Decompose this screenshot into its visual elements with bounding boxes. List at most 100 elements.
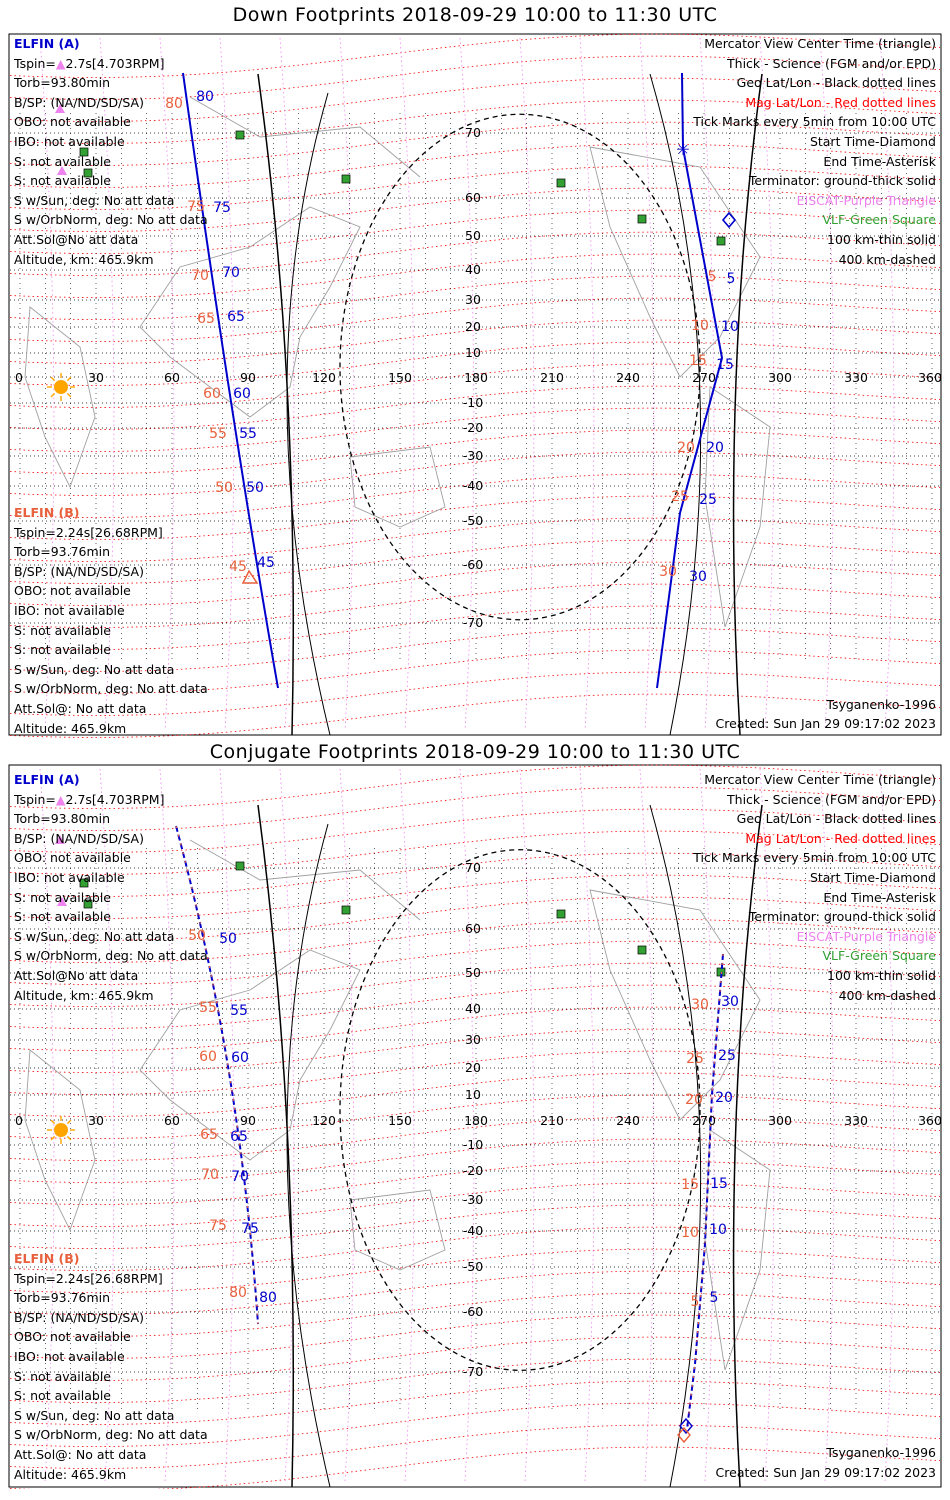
elfin-b-attsol: Att.Sol@: No att data: [14, 700, 147, 716]
legend-down: Mercator View Center Time (triangle) Thic…: [693, 34, 936, 269]
legend-item: Thick - Science (FGM and/or EPD): [727, 791, 936, 807]
elfin-b-bsp: B/SP: (NA/ND/SD/SA): [14, 563, 144, 579]
elfin-a-tick-label: 75: [213, 200, 231, 216]
elfin-b-tspin: Tspin=2.24s[26.68RPM]: [14, 1270, 163, 1286]
elfin-b-tick-label: 10: [691, 318, 709, 334]
legend-item: Start Time-Diamond: [809, 133, 936, 149]
elfin-b-altitude: Altitude: 465.9km: [14, 1466, 127, 1482]
elfin-a-info-down: ELFIN (A) Tspin=▲2.7s[4.703RPM] Torb=93.…: [14, 34, 208, 269]
coast-arctic: [189, 839, 421, 921]
mag-lon-line: [639, 37, 655, 731]
elfin-a-ibo: IBO: not available: [14, 133, 125, 149]
lon-tick-label: 90: [240, 370, 256, 385]
mag-lon-line: [399, 768, 415, 1483]
lon-tick-label: 0: [15, 1113, 23, 1128]
start-diamond-a: [679, 1417, 693, 1435]
legend-item: EISCAT-Purple Triangle: [796, 928, 936, 944]
lon-tick-label: 210: [540, 1113, 564, 1128]
elfin-b-tick-label: 75: [187, 199, 205, 215]
elfin-b-ibo: IBO: not available: [14, 1348, 125, 1364]
elfin-b-tick-label: 15: [681, 1177, 699, 1193]
elfin-a-sun: S w/Sun, deg: No att data: [14, 192, 175, 208]
legend-item: Thick - Science (FGM and/or EPD): [727, 55, 936, 71]
elfin-b-tick-label: 45: [229, 559, 247, 575]
elfin-b-tspin: Tspin=2.24s[26.68RPM]: [14, 524, 163, 540]
coast-s-america: [704, 386, 771, 628]
mag-lon-line: [339, 37, 355, 731]
legend-item: End Time-Asterisk: [823, 153, 936, 169]
elfin-a-tick-label: 5: [727, 271, 736, 287]
elfin-b-s2: S: not available: [14, 642, 111, 658]
elfin-b-tick-label: 50: [215, 480, 233, 496]
legend-item: Geo Lat/Lon - Black dotted lines: [736, 811, 936, 827]
elfin-a-track-left: [175, 825, 259, 1325]
elfin-a-attsol: Att.Sol@No att data: [14, 231, 139, 247]
lon-tick-label: 150: [388, 1113, 412, 1128]
end-asterisk: ✳: [676, 140, 689, 159]
elfin-a-tick-label: 30: [689, 569, 707, 585]
mag-lon-line: [699, 37, 715, 731]
elfin-a-tick-label: 20: [706, 440, 724, 456]
lat-tick-label: -70: [463, 615, 483, 630]
elfin-a-attsol: Att.Sol@No att data: [14, 967, 139, 983]
lat-tick-label: -10: [463, 1137, 483, 1152]
lat-tick-label: -40: [463, 478, 483, 493]
legend-item: Mag Lat/Lon - Red dotted lines: [745, 830, 936, 846]
elfin-a-tick-label: 75: [241, 1221, 259, 1237]
sun-ray: [66, 392, 72, 398]
sun-ray: [66, 376, 72, 382]
lat-tick-label: -60: [463, 557, 483, 572]
elfin-a-tick-label: 45: [257, 555, 275, 571]
coast-asia: [139, 949, 361, 1161]
mag-lon-line: [219, 37, 235, 731]
coast-n-america: [589, 146, 761, 378]
lat-tick-label: 10: [465, 345, 481, 360]
elfin-a-track-left: [182, 72, 279, 689]
lon-tick-label: 270: [692, 370, 716, 385]
lon-tick-label: 60: [164, 1113, 180, 1128]
axis-tick-labels: 0 30 60 90 120 150 180 210 240 270 300 330 360706050…: [15, 860, 942, 1379]
vlf-square: [716, 236, 726, 246]
terminator-right-thin: [649, 73, 702, 736]
elfin-a-bsp: B/SP: (NA/ND/SD/SA): [14, 94, 144, 110]
lat-tick-label: -30: [463, 1192, 483, 1207]
elfin-a-ibo: IBO: not available: [14, 869, 125, 885]
legend-item: Start Time-Diamond: [809, 869, 936, 885]
coast-n-america: [589, 889, 761, 1121]
down-footprints-map: ✳807570656055504580757065605550455101520…: [8, 33, 942, 738]
sun-ray: [66, 1119, 72, 1125]
start-diamond-b: [677, 1426, 691, 1444]
mag-lon-line: [339, 768, 355, 1483]
elfin-a-tick-label: 5: [710, 1290, 719, 1306]
elfin-b-tick-label: 60: [203, 386, 221, 402]
lat-tick-label: -30: [463, 448, 483, 463]
axis-tick-labels: 0 30 60 90 120 150 180 210 240 270 300 330 360706050…: [15, 125, 942, 630]
mag-lon-line: [579, 768, 595, 1483]
lon-tick-label: 0: [15, 370, 23, 385]
elfin-b-tick-label: 80: [229, 1285, 247, 1301]
elfin-a-orbnorm: S w/OrbNorm, deg: No att data: [14, 948, 208, 964]
elfin-a-altitude: Altitude, km: 465.9km: [14, 251, 154, 267]
elfin-a-tick-label: 15: [716, 357, 734, 373]
elfin-b-tick-label: 80: [165, 96, 183, 112]
elfin-a-label: ELFIN (A): [14, 772, 80, 787]
elfin-b-tick-label: 5: [708, 269, 717, 285]
coast-s-america: [704, 1129, 771, 1371]
vlf-square: [341, 174, 351, 184]
lon-tick-label: 120: [312, 1113, 336, 1128]
terminator-left-thin: [286, 92, 331, 736]
elfin-b-tick-label: 50: [188, 928, 206, 944]
vlf-square: [83, 899, 93, 909]
legend-item: Terminator: ground-thick solid: [748, 173, 936, 189]
eiscat-triangle: [57, 897, 67, 906]
elfin-b-attsol: Att.Sol@: No att data: [14, 1446, 147, 1462]
elfin-b-ibo: IBO: not available: [14, 602, 125, 618]
vlf-square: [637, 214, 647, 224]
elfin-a-obo: OBO: not available: [14, 114, 131, 130]
coast-australia: [349, 446, 446, 528]
lat-tick-label: 70: [465, 125, 481, 140]
legend-item: EISCAT-Purple Triangle: [796, 192, 936, 208]
elfin-a-track-right: [656, 72, 724, 689]
vlf-square: [235, 861, 245, 871]
lat-tick-label: 10: [465, 1087, 481, 1102]
